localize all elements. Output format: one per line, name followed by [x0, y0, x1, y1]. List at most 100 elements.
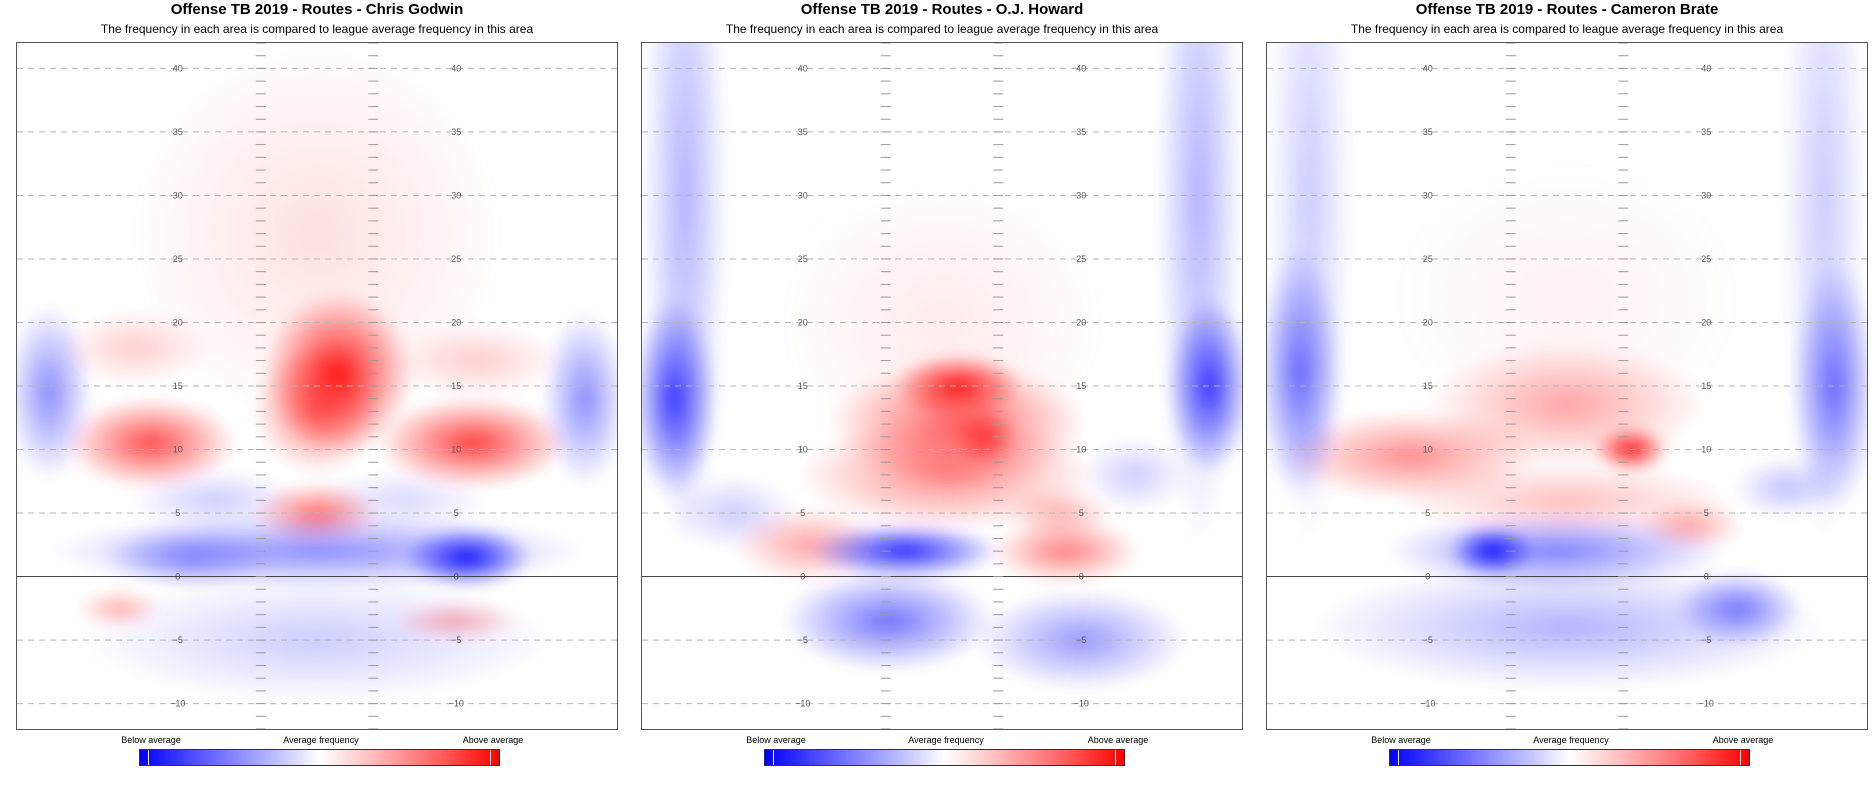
- yard-label: 0: [175, 572, 180, 582]
- chart-panel-godwin: Offense TB 2019 - Routes - Chris Godwin …: [16, 0, 618, 792]
- yard-label: 30: [1701, 190, 1711, 200]
- yard-label: 15: [1076, 381, 1086, 391]
- heat-blob: [974, 589, 1189, 691]
- heatmap-plot: −10 −10 −5 −5 0 0 5 5 10 10 15 15 20 20 25 25 30 30 35 35 40…: [641, 42, 1243, 730]
- yard-label: −5: [1423, 635, 1433, 645]
- yard-label: 35: [173, 127, 183, 137]
- yard-label: 25: [1076, 254, 1086, 264]
- yard-label: 20: [1701, 317, 1711, 327]
- heat-blob: [375, 397, 569, 489]
- yard-label: 0: [1079, 572, 1084, 582]
- yard-label: 35: [1701, 127, 1711, 137]
- yard-label: 35: [798, 127, 808, 137]
- yard-label: 40: [451, 63, 461, 73]
- heat-blob: [317, 469, 489, 531]
- chart-subtitle: The frequency in each area is compared t…: [1350, 22, 1784, 36]
- heat-blob: [1006, 487, 1114, 539]
- yard-label: 15: [173, 381, 183, 391]
- yard-label: 20: [798, 317, 808, 327]
- chart-title: Offense TB 2019 - Routes - Cameron Brate: [1415, 1, 1719, 18]
- scale-tick: [1398, 750, 1399, 765]
- heat-blob: [1081, 436, 1189, 514]
- yard-label: 30: [451, 190, 461, 200]
- chart-subtitle: The frequency in each area is compared t…: [725, 22, 1159, 36]
- yard-label: 40: [1423, 63, 1433, 73]
- yard-label: −10: [795, 699, 810, 709]
- yard-label: 25: [798, 254, 808, 264]
- legend-labels: Below average Average frequency Above av…: [1266, 735, 1868, 747]
- chart-panel-brate: Offense TB 2019 - Routes - Cameron Brate…: [1266, 0, 1868, 792]
- yard-label: 5: [175, 508, 180, 518]
- heat-blob: [129, 469, 301, 531]
- yard-label: −10: [1420, 699, 1435, 709]
- yard-label: −5: [798, 635, 808, 645]
- yard-label: 40: [173, 63, 183, 73]
- yard-label: 25: [173, 254, 183, 264]
- yard-label: 25: [1701, 254, 1711, 264]
- yard-label: −5: [1076, 635, 1086, 645]
- yard-label: 10: [173, 445, 183, 455]
- legend-above-label: Above average: [462, 735, 524, 745]
- heat-blob: [1374, 144, 1760, 450]
- chart-title: Offense TB 2019 - Routes - Chris Godwin: [170, 1, 464, 18]
- color-scale-bar: [1389, 749, 1750, 766]
- legend-labels: Below average Average frequency Above av…: [16, 735, 618, 747]
- heatmap-layer: [1267, 43, 1867, 691]
- legend-average-label: Average frequency: [283, 735, 359, 745]
- yard-label: −10: [1699, 699, 1714, 709]
- yard-label: 15: [1423, 381, 1433, 391]
- yard-label: 40: [798, 63, 808, 73]
- yard-label: 0: [1425, 572, 1430, 582]
- legend-below-label: Below average: [121, 735, 181, 745]
- heatmap-layer: [642, 43, 1242, 691]
- yard-label: −10: [170, 699, 185, 709]
- color-scale-bar: [764, 749, 1125, 766]
- yard-label: 20: [451, 317, 461, 327]
- scale-tick: [490, 750, 491, 765]
- scale-tick: [148, 750, 149, 765]
- yard-label: −10: [449, 699, 464, 709]
- heat-blob: [990, 518, 1141, 585]
- legend-average-label: Average frequency: [1533, 735, 1609, 745]
- color-scale-bar: [139, 749, 500, 766]
- yard-label: 35: [1076, 127, 1086, 137]
- yard-label: 15: [451, 381, 461, 391]
- yard-label: 5: [1704, 508, 1709, 518]
- yard-label: 0: [1704, 572, 1709, 582]
- yard-label: 10: [798, 445, 808, 455]
- field-overlay: −10 −10 −5 −5 0 0 5 5 10 10 15 15 20 20 25 25 30 30 35 35 40…: [1267, 43, 1867, 729]
- yard-label: 20: [1423, 317, 1433, 327]
- heatmap-plot: −10 −10 −5 −5 0 0 5 5 10 10 15 15 20 20 25 25 30 30 35 35 40…: [1266, 42, 1868, 730]
- yard-label: 10: [1701, 445, 1711, 455]
- heat-blob: [65, 397, 237, 489]
- yard-label: 25: [1423, 254, 1433, 264]
- heat-blob: [1309, 563, 1825, 691]
- yard-label: 5: [454, 508, 459, 518]
- heat-blob: [1267, 43, 1353, 552]
- yard-label: −5: [1701, 635, 1711, 645]
- heat-blob: [808, 523, 1001, 580]
- chart-title: Offense TB 2019 - Routes - O.J. Howard: [800, 1, 1084, 18]
- yard-label: 10: [1423, 445, 1433, 455]
- yard-label: 35: [451, 127, 461, 137]
- yard-label: 40: [1076, 63, 1086, 73]
- heat-blob: [124, 43, 510, 437]
- yard-label: 30: [798, 190, 808, 200]
- yard-label: 20: [173, 317, 183, 327]
- legend-labels: Below average Average frequency Above av…: [641, 735, 1243, 747]
- yard-label: 5: [1079, 508, 1084, 518]
- yard-label: 0: [800, 572, 805, 582]
- field-overlay: −10 −10 −5 −5 0 0 5 5 10 10 15 15 20 20 25 25 30 30 35 35 40…: [17, 43, 617, 729]
- heat-blob: [1156, 43, 1242, 552]
- yard-label: 0: [454, 572, 459, 582]
- yard-label: −10: [1074, 699, 1089, 709]
- yard-label: −5: [173, 635, 183, 645]
- yard-label: 30: [1423, 190, 1433, 200]
- yard-label: 5: [1425, 508, 1430, 518]
- heat-blob: [642, 43, 728, 552]
- heat-blob: [392, 600, 521, 642]
- legend-average-label: Average frequency: [908, 735, 984, 745]
- chart-subtitle: The frequency in each area is compared t…: [100, 22, 534, 36]
- yard-label: 20: [1076, 317, 1086, 327]
- legend-above-label: Above average: [1087, 735, 1149, 745]
